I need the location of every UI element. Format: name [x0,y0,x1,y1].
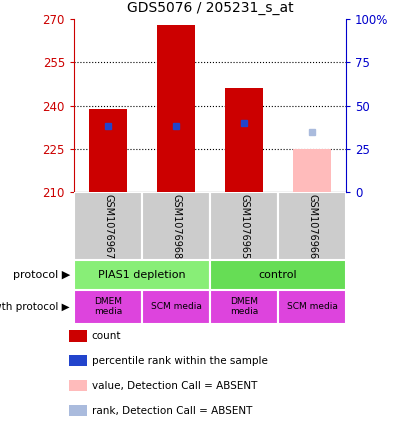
Text: DMEM
media: DMEM media [94,297,122,316]
Bar [69,330,87,342]
Text: SCM media: SCM media [150,302,202,311]
Text: GSM1076967: GSM1076967 [103,194,113,259]
Text: SCM media: SCM media [286,302,338,311]
Text: growth protocol ▶: growth protocol ▶ [0,302,70,312]
Text: protocol ▶: protocol ▶ [13,270,70,280]
Text: value, Detection Call = ABSENT: value, Detection Call = ABSENT [92,381,257,391]
Text: control: control [259,270,297,280]
Bar [142,290,210,324]
Text: PIAS1 depletion: PIAS1 depletion [98,270,186,280]
Bar [74,260,210,290]
Bar [74,290,142,324]
Title: GDS5076 / 205231_s_at: GDS5076 / 205231_s_at [127,1,293,15]
Bar [142,192,210,260]
Bar [157,25,195,192]
Text: count: count [92,331,121,341]
Text: rank, Detection Call = ABSENT: rank, Detection Call = ABSENT [92,406,252,415]
Text: percentile rank within the sample: percentile rank within the sample [92,356,268,366]
Bar [210,290,278,324]
Bar [293,149,331,192]
Bar [210,192,278,260]
Text: GSM1076968: GSM1076968 [171,194,181,259]
Bar [69,405,87,416]
Bar [74,192,142,260]
Bar [210,260,346,290]
Bar [278,290,346,324]
Bar [89,109,127,192]
Bar [225,88,263,192]
Bar [69,355,87,366]
Text: GSM1076966: GSM1076966 [307,194,317,259]
Text: DMEM
media: DMEM media [230,297,258,316]
Text: GSM1076965: GSM1076965 [239,194,249,259]
Bar [278,192,346,260]
Bar [69,380,87,391]
